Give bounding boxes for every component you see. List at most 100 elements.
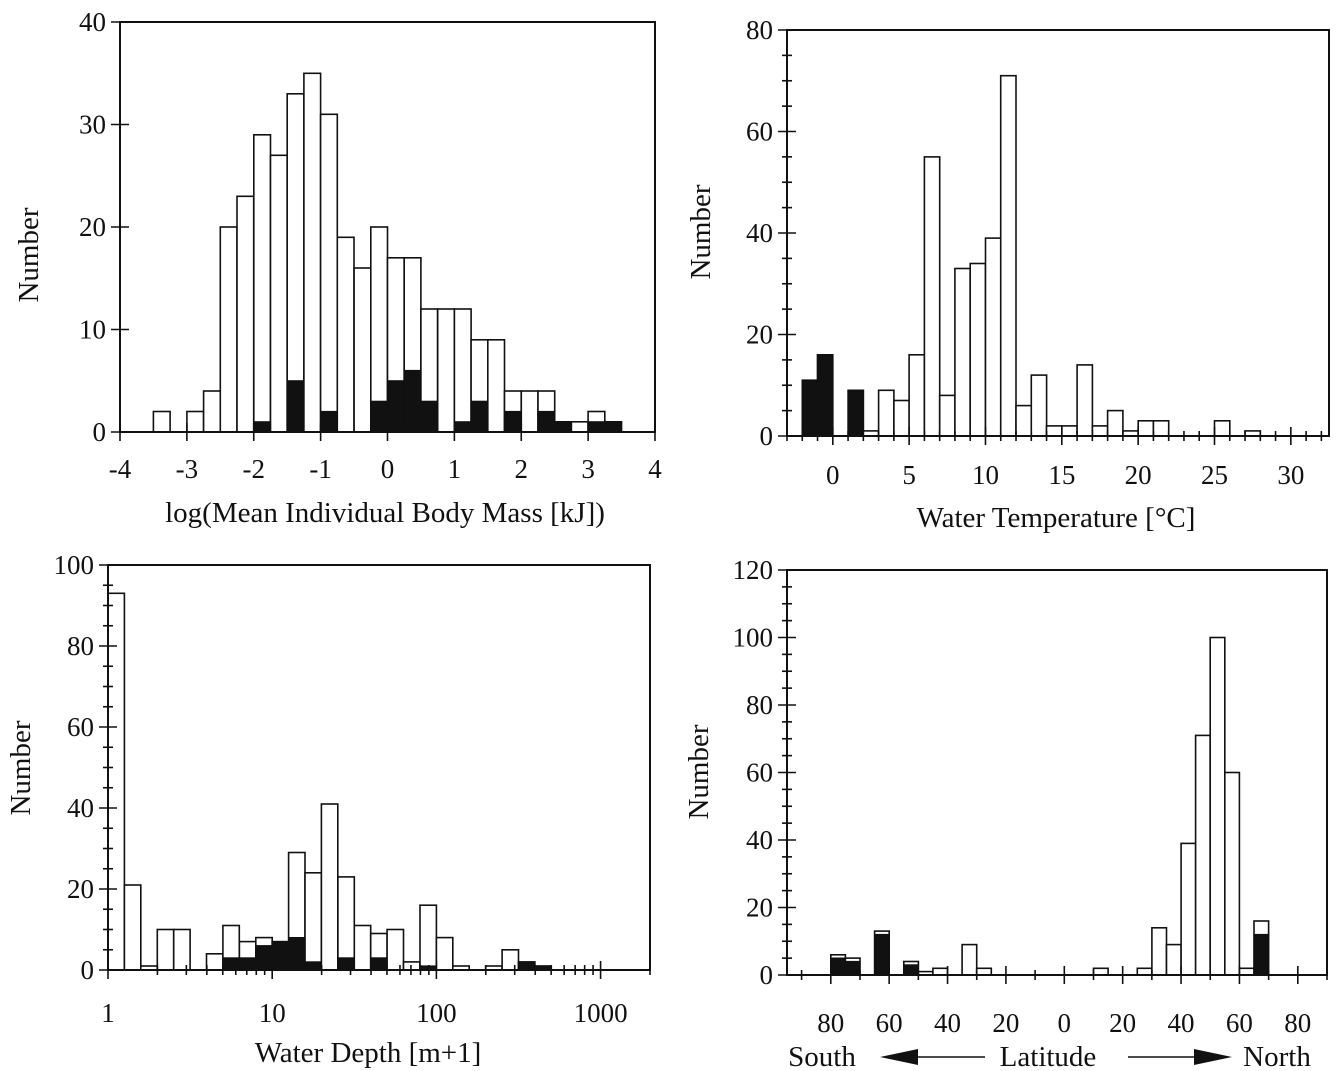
body-mass-bar-black-5 xyxy=(403,369,422,433)
latitude-xtick-label-40: 40 xyxy=(1168,1008,1195,1038)
body-mass-bar-black-12 xyxy=(587,421,606,433)
latitude-ytick-label-120: 120 xyxy=(733,555,774,585)
body-mass-bar-black-1 xyxy=(286,380,305,433)
water-temperature-plot: 0 20 40 60 80 0 5 10 15 20 25 30 xyxy=(746,15,1330,490)
latitude-bar-black-2 xyxy=(873,933,890,976)
water-depth-ytick-label-40: 40 xyxy=(67,793,94,823)
body-mass-ytick-label-0: 0 xyxy=(93,417,107,447)
latitude-x-label: Latitude xyxy=(1000,1041,1097,1071)
body-mass-xtick-label-m1: -1 xyxy=(309,454,332,484)
water-temperature-xtick-label-5: 5 xyxy=(902,460,916,490)
body-mass-bar-white-4 xyxy=(236,195,255,433)
body-mass-bar-white-21 xyxy=(520,390,539,433)
water-depth-bar-white-12 xyxy=(320,803,339,971)
body-mass-bar-white-24 xyxy=(570,420,589,433)
water-depth-bar-white-0 xyxy=(107,592,126,971)
water-temperature-ytick-label-80: 80 xyxy=(746,15,773,45)
water-depth-bar-black-1 xyxy=(238,957,257,971)
water-depth-xtick-label-10: 10 xyxy=(259,998,286,1028)
water-temperature-bar-white-6 xyxy=(908,353,926,437)
water-temperature-bar-white-16 xyxy=(1061,425,1078,437)
latitude-bar-black-4 xyxy=(1253,933,1270,976)
panel-body-mass: 0 10 20 30 40 -4 -3 -2 -1 0 1 2 3 4 log(Mean Individu… xyxy=(13,7,662,529)
latitude-bar-white-10 xyxy=(1151,926,1168,976)
water-temperature-ytick-label-0: 0 xyxy=(760,421,774,451)
latitude-xtick-label-80: 80 xyxy=(1284,1008,1311,1038)
body-mass-bar-black-0 xyxy=(253,421,272,433)
body-mass-y-label: Number xyxy=(13,207,45,302)
water-depth-bar-black-0 xyxy=(222,957,240,971)
latitude-bar-white-6 xyxy=(961,943,978,976)
body-mass-bar-black-4 xyxy=(386,380,405,433)
body-mass-xtick-label-m4: -4 xyxy=(109,454,132,484)
water-depth-ytick-label-20: 20 xyxy=(67,874,94,904)
water-depth-bar-white-5 xyxy=(205,952,224,971)
latitude-ytick-label-40: 40 xyxy=(746,825,773,855)
latitude-bar-black-3 xyxy=(903,964,919,976)
water-temperature-xtick-label-10: 10 xyxy=(972,460,999,490)
water-depth-x-label: Water Depth [m+1] xyxy=(255,1037,482,1069)
water-temperature-bar-white-4 xyxy=(877,389,895,437)
body-mass-bar-black-6 xyxy=(420,400,439,433)
panel-water-temperature: 0 20 40 60 80 0 5 10 15 20 25 30 Water Temperature … xyxy=(685,15,1330,534)
water-depth-plot: 0 20 40 60 80 100 1 10 100 1000 xyxy=(54,550,651,1028)
body-mass-bar-white-1 xyxy=(186,410,205,433)
water-depth-ytick-label-100: 100 xyxy=(54,550,95,580)
body-mass-bar-black-10 xyxy=(537,410,556,433)
water-depth-xtick-label-1: 1 xyxy=(101,998,115,1028)
body-mass-bar-white-17 xyxy=(453,308,472,433)
latitude-ytick-label-20: 20 xyxy=(746,893,773,923)
water-depth-bar-black-11 xyxy=(517,961,536,971)
body-mass-bar-white-0 xyxy=(152,410,171,433)
latitude-xtick-label-m60: 60 xyxy=(876,1008,903,1038)
water-depth-bar-white-19 xyxy=(435,936,454,971)
latitude-bar-white-14 xyxy=(1209,636,1226,976)
body-mass-bar-black-11 xyxy=(554,421,573,433)
water-temperature-plot-frame xyxy=(786,29,1330,437)
latitude-ytick-label-60: 60 xyxy=(746,758,773,788)
water-temperature-xtick-label-30: 30 xyxy=(1277,460,1304,490)
water-depth-y-label: Number xyxy=(5,720,37,815)
water-temperature-bar-white-8 xyxy=(938,394,956,437)
body-mass-bar-white-11 xyxy=(353,267,372,433)
latitude-bar-black-1 xyxy=(844,960,861,976)
water-depth-bar-white-4 xyxy=(172,928,191,971)
body-mass-xtick-label-1: 1 xyxy=(448,454,462,484)
water-temperature-xtick-label-25: 25 xyxy=(1201,460,1228,490)
body-mass-bar-black-2 xyxy=(320,410,338,433)
latitude-plot-frame xyxy=(786,569,1328,976)
water-temperature-bar-white-13 xyxy=(1015,404,1033,437)
south-arrow xyxy=(880,1049,985,1065)
body-mass-bar-white-2 xyxy=(202,390,222,433)
water-depth-bar-black-5 xyxy=(304,961,322,971)
water-temperature-bar-white-15 xyxy=(1045,425,1063,437)
water-depth-bar-black-7 xyxy=(337,957,355,971)
water-depth-bar-white-13 xyxy=(337,876,356,971)
latitude-bar-white-12 xyxy=(1180,842,1197,976)
water-depth-ytick-label-60: 60 xyxy=(67,712,94,742)
water-depth-bar-white-3 xyxy=(156,928,175,971)
body-mass-xtick-label-3: 3 xyxy=(581,454,595,484)
latitude-xtick-label-0: 0 xyxy=(1058,1008,1072,1038)
water-depth-xtick-label-1000: 1000 xyxy=(574,998,628,1028)
water-temperature-x-label: Water Temperature [°C] xyxy=(917,502,1196,534)
body-mass-ytick-label-40: 40 xyxy=(79,7,106,37)
water-temperature-bar-black-2 xyxy=(847,389,864,437)
water-temperature-bar-white-18 xyxy=(1091,425,1109,437)
body-mass-bar-white-6 xyxy=(269,154,289,433)
water-depth-ytick-label-0: 0 xyxy=(81,955,95,985)
water-depth-bar-white-23 xyxy=(501,948,520,971)
water-depth-bar-white-16 xyxy=(386,928,405,971)
body-mass-bar-black-7 xyxy=(453,421,472,433)
body-mass-plot: 0 10 20 30 40 -4 -3 -2 -1 0 1 2 3 4 xyxy=(79,7,662,484)
latitude-bar-black-0 xyxy=(830,957,846,976)
water-depth-bar-white-18 xyxy=(419,904,438,971)
water-depth-bar-black-3 xyxy=(271,940,290,971)
latitude-bar-white-13 xyxy=(1194,734,1211,976)
body-mass-bar-white-9 xyxy=(319,113,339,433)
body-mass-bar-white-16 xyxy=(436,308,456,433)
water-temperature-bar-white-5 xyxy=(893,399,911,437)
body-mass-xtick-label-m2: -2 xyxy=(243,454,266,484)
